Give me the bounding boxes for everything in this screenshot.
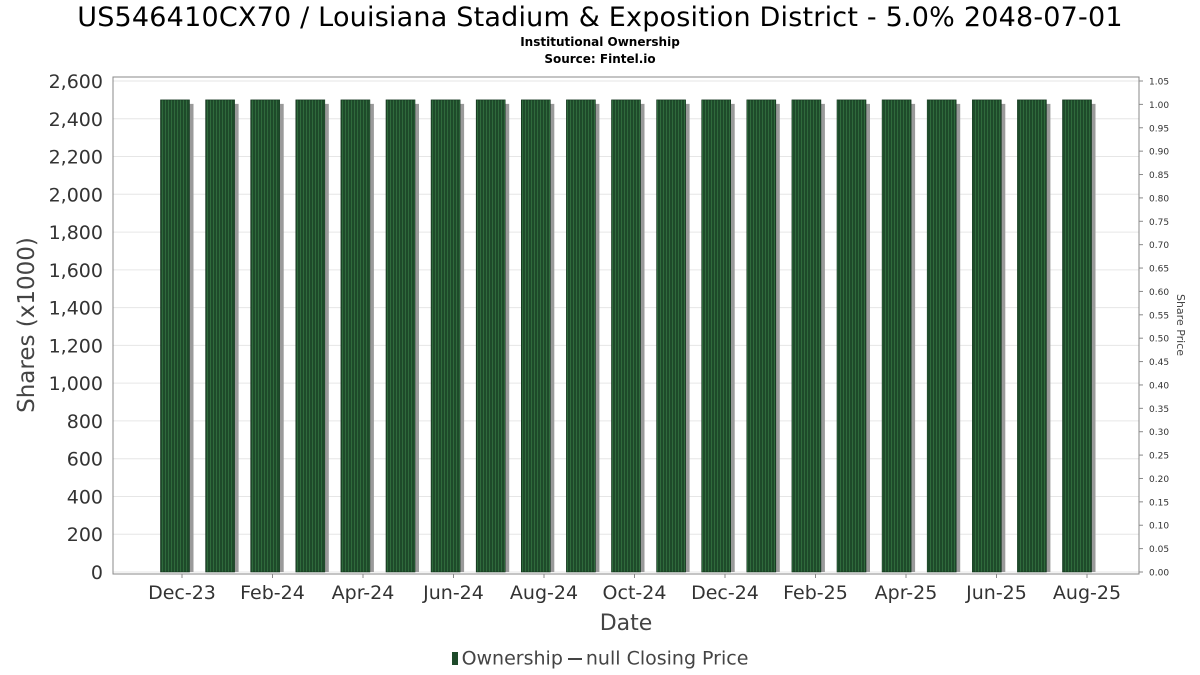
bar: [746, 99, 777, 573]
x-tick-label: Oct-24: [603, 582, 667, 604]
y2-tick-label: 0.10: [1149, 522, 1169, 532]
x-tick-label: Feb-25: [783, 582, 848, 604]
bar: [971, 99, 1002, 573]
x-tick-label: Apr-24: [332, 582, 395, 604]
bar: [611, 99, 641, 573]
y-tick-label: 2,600: [49, 71, 103, 93]
bar: [295, 99, 326, 573]
legend-closing-price-line: [567, 657, 582, 660]
y2-tick-label: 0.15: [1149, 498, 1169, 508]
x-tick-label: Dec-24: [691, 582, 759, 604]
y2-tick-label: 0.75: [1149, 218, 1169, 228]
legend-ownership-label: Ownership: [461, 647, 563, 670]
y-tick-label: 1,400: [49, 298, 103, 320]
x-tick-label: Dec-23: [148, 582, 216, 604]
y2-tick-label: 0.30: [1149, 428, 1169, 438]
x-tick-label: Apr-25: [875, 582, 938, 604]
y2-axis-title: Share Price: [1174, 294, 1187, 356]
y2-tick-label: 0.80: [1149, 194, 1169, 204]
y-tick-label: 2,200: [49, 147, 103, 169]
legend-ownership-swatch: [451, 652, 458, 665]
y-tick-label: 0: [91, 562, 103, 584]
y-tick-label: 1,000: [49, 373, 103, 395]
y2-tick-label: 0.40: [1149, 381, 1169, 391]
y2-tick-label: 0.00: [1149, 569, 1169, 579]
bar: [475, 99, 506, 573]
y2-tick-label: 0.90: [1149, 148, 1169, 158]
bar: [250, 99, 280, 573]
bar: [520, 99, 551, 573]
y2-tick-label: 0.65: [1149, 265, 1169, 275]
bar: [340, 99, 371, 573]
y-tick-label: 1,600: [49, 260, 103, 282]
y-tick-label: 200: [67, 524, 103, 546]
x-tick-label: Jun-25: [965, 582, 1027, 604]
y2-tick-label: 0.35: [1149, 405, 1169, 415]
bar: [1017, 99, 1047, 573]
y2-tick-label: 0.85: [1149, 171, 1169, 181]
bar: [205, 99, 235, 573]
y2-tick-label: 0.70: [1149, 241, 1169, 251]
chart-title: US546410CX70 / Louisiana Stadium & Expos…: [77, 2, 1123, 33]
bar: [430, 99, 461, 573]
y2-tick-label: 0.25: [1149, 452, 1169, 462]
chart-subtitle: Institutional Ownership: [520, 35, 680, 49]
bar: [566, 99, 596, 573]
y2-tick-label: 1.00: [1149, 101, 1169, 111]
chart-source: Source: Fintel.io: [544, 52, 656, 66]
bar: [836, 99, 867, 573]
x-tick-label: Feb-24: [240, 582, 305, 604]
y2-tick-label: 0.45: [1149, 358, 1169, 368]
bar: [926, 99, 957, 573]
y-tick-label: 2,400: [49, 109, 103, 131]
y-tick-label: 400: [67, 486, 103, 508]
y-tick-label: 1,200: [49, 335, 103, 357]
y-tick-label: 800: [67, 411, 103, 433]
bar: [656, 99, 686, 573]
x-tick-label: Aug-24: [510, 582, 578, 604]
y2-tick-label: 0.55: [1149, 311, 1169, 321]
legend-closing-price-label: null Closing Price: [585, 647, 749, 670]
x-tick-label: Jun-24: [422, 582, 484, 604]
y2-tick-label: 0.50: [1149, 335, 1169, 345]
bar: [881, 99, 912, 573]
y2-tick-label: 1.05: [1149, 78, 1169, 88]
y2-tick-label: 0.20: [1149, 475, 1169, 485]
plot-frame: [112, 76, 1140, 575]
y-tick-label: 2,000: [49, 184, 103, 206]
x-tick-label: Aug-25: [1053, 582, 1121, 604]
bar: [160, 99, 190, 573]
y-tick-label: 600: [67, 449, 103, 471]
y2-tick-label: 0.95: [1149, 124, 1169, 134]
y2-tick-label: 0.05: [1149, 545, 1169, 555]
chart-legend: Ownership null Closing Price: [0, 647, 1200, 670]
y-axis-title: Shares (x1000): [14, 237, 40, 413]
bar: [701, 99, 732, 573]
bar: [791, 99, 822, 573]
y2-tick-label: 0.60: [1149, 288, 1169, 298]
bar: [385, 99, 416, 573]
x-axis-title: Date: [600, 611, 653, 636]
y-tick-label: 1,800: [49, 222, 103, 244]
bar: [1062, 99, 1092, 573]
